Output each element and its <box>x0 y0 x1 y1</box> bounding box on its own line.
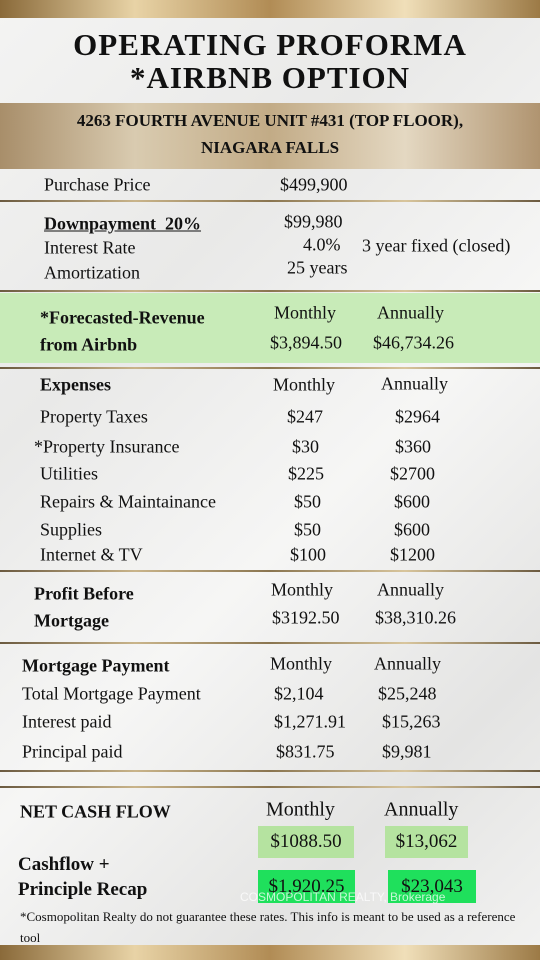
value: $100 <box>290 544 326 565</box>
value: $225 <box>288 463 324 484</box>
value: $831.75 <box>276 741 335 762</box>
bottom-bar <box>0 945 540 960</box>
value: $99,980 <box>284 211 343 232</box>
value: $600 <box>394 519 430 540</box>
divider <box>0 642 540 644</box>
column-header: Annually <box>377 579 444 600</box>
label: Property Taxes <box>40 406 148 427</box>
title: *AIRBNB OPTION <box>129 60 411 95</box>
label: Principle Recap <box>18 879 148 900</box>
divider <box>0 367 540 369</box>
divider <box>0 570 540 572</box>
note: 3 year fixed (closed) <box>362 235 511 256</box>
value: 25 years <box>287 257 348 278</box>
label: Mortgage <box>34 610 109 631</box>
column-header: Annually <box>381 373 448 394</box>
divider <box>0 200 540 202</box>
top-bar <box>0 0 540 18</box>
title: OPERATING PROFORMA <box>73 27 467 62</box>
column-header: Annually <box>374 653 441 674</box>
label: *Forecasted-Revenue <box>40 307 205 328</box>
value: $38,310.26 <box>375 607 456 628</box>
value: $247 <box>287 406 323 427</box>
value: $2964 <box>395 406 440 427</box>
value: $50 <box>294 491 321 512</box>
column-header: Monthly <box>274 302 337 323</box>
label: Utilities <box>40 463 98 484</box>
value: $50 <box>294 519 321 540</box>
value: $9,981 <box>382 741 432 762</box>
value: $360 <box>395 436 431 457</box>
value-box: $1,920.25 <box>258 870 355 903</box>
value: $3,894.50 <box>270 332 342 353</box>
value: $3192.50 <box>272 607 340 628</box>
column-header: Annually <box>384 798 459 821</box>
value: $1,271.91 <box>274 711 346 732</box>
watermark: COSMOPOLITAN REALTY, Brokerage <box>240 890 446 904</box>
divider <box>0 290 540 292</box>
value: $1200 <box>390 544 435 565</box>
value: $2,104 <box>274 683 324 704</box>
address: 4263 FOURTH AVENUE UNIT #431 (TOP FLOOR)… <box>76 111 464 130</box>
label: Profit Before <box>34 583 134 604</box>
section-header: Mortgage Payment <box>22 655 170 676</box>
revenue-band <box>0 293 540 363</box>
value: $15,263 <box>382 711 441 732</box>
divider <box>0 770 540 772</box>
value: $30 <box>292 436 319 457</box>
label: NET CASH FLOW <box>20 801 171 822</box>
label: Internet & TV <box>40 544 143 565</box>
column-header: Monthly <box>271 579 334 600</box>
label: Total Mortgage Payment <box>22 683 201 704</box>
value: $46,734.26 <box>373 332 454 353</box>
address-band <box>0 103 540 169</box>
value: $499,900 <box>280 174 348 195</box>
value-box: $13,062 <box>385 826 468 858</box>
label: Purchase Price <box>44 174 151 195</box>
value: 4.0% <box>303 234 341 255</box>
value: $2700 <box>390 463 435 484</box>
label: *Property Insurance <box>34 436 180 457</box>
footnote: *Cosmopolitan Realty do not guarantee th… <box>20 909 516 945</box>
value-box: $23,043 <box>388 870 476 903</box>
label: Interest Rate <box>44 237 136 258</box>
value-box: $1088.50 <box>258 826 354 858</box>
label: Interest paid <box>22 711 112 732</box>
section-header: Expenses <box>40 374 112 395</box>
label: Supplies <box>40 519 103 540</box>
value: $600 <box>394 491 430 512</box>
column-header: Annually <box>377 302 444 323</box>
label: Downpayment 20% <box>44 213 202 234</box>
label: Principal paid <box>22 741 123 762</box>
column-header: Monthly <box>270 653 333 674</box>
column-header: Monthly <box>266 798 335 821</box>
address: NIAGARA FALLS <box>200 138 340 157</box>
divider <box>0 786 540 788</box>
value: $25,248 <box>378 683 437 704</box>
column-header: Monthly <box>273 374 336 395</box>
label: from Airbnb <box>40 334 138 355</box>
label: Amortization <box>44 262 140 283</box>
label: Repairs & Maintainance <box>40 491 216 512</box>
label: Cashflow + <box>18 854 110 875</box>
